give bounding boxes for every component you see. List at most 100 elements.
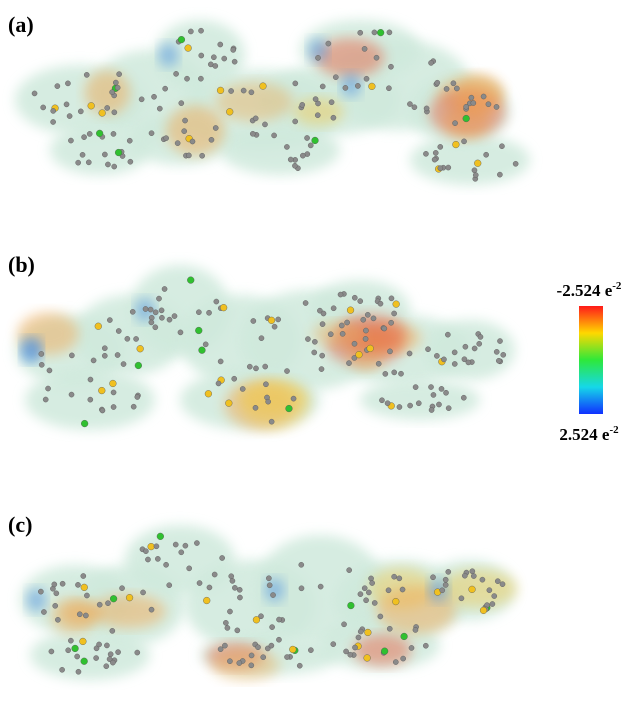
atom	[219, 555, 225, 561]
atom	[68, 137, 74, 144]
atom	[346, 360, 352, 366]
atom	[202, 341, 209, 348]
atom	[252, 115, 259, 122]
atom	[469, 568, 476, 575]
atom	[80, 573, 87, 579]
atom	[250, 131, 256, 137]
atom	[458, 595, 465, 602]
atom	[388, 295, 395, 302]
atom	[462, 114, 470, 123]
atom	[384, 400, 391, 406]
atom	[373, 54, 380, 61]
atom	[101, 352, 108, 359]
atom	[319, 352, 325, 359]
atom	[471, 167, 478, 174]
atom	[304, 135, 310, 141]
atom	[289, 645, 297, 654]
atom	[445, 569, 452, 575]
atom	[463, 103, 469, 110]
atom	[69, 352, 75, 359]
atom	[442, 576, 449, 583]
atom	[391, 310, 397, 317]
atom	[227, 608, 233, 615]
atom	[371, 29, 378, 36]
atom	[226, 108, 234, 116]
atom	[330, 641, 337, 647]
atom	[148, 606, 155, 613]
atom	[292, 80, 299, 87]
atom	[347, 601, 355, 610]
atom	[111, 163, 118, 170]
atom	[220, 304, 228, 312]
surface-blob	[360, 380, 480, 420]
atom	[311, 136, 319, 145]
atom	[262, 363, 268, 370]
atom	[298, 585, 305, 592]
atom	[65, 80, 71, 87]
atom	[86, 131, 93, 137]
atom	[499, 143, 505, 150]
atom	[114, 84, 121, 91]
atom	[222, 642, 228, 649]
atom	[386, 85, 392, 92]
atom	[248, 89, 255, 96]
atom	[85, 159, 92, 166]
atom	[74, 653, 80, 660]
atom	[130, 403, 137, 410]
surface-patch	[341, 73, 361, 97]
atom	[275, 316, 281, 323]
atom	[276, 616, 282, 623]
atom	[296, 662, 303, 669]
atom	[223, 620, 229, 626]
atom	[399, 586, 406, 593]
scale-max-text: -2.524 e	[557, 281, 613, 300]
atom	[486, 587, 493, 593]
atom	[148, 130, 155, 136]
atom	[363, 654, 371, 662]
atom	[110, 404, 117, 410]
atom	[436, 401, 442, 408]
atom	[462, 343, 469, 350]
atom	[217, 358, 224, 365]
atom	[204, 390, 212, 398]
atom	[225, 399, 233, 407]
atom	[460, 394, 467, 401]
atom	[368, 575, 374, 582]
atom	[423, 642, 429, 649]
atom	[31, 90, 38, 97]
atom	[68, 637, 74, 644]
atom	[50, 119, 56, 125]
atom	[208, 137, 215, 143]
atom	[133, 336, 139, 342]
atom	[224, 625, 231, 631]
atom	[120, 361, 127, 367]
atom	[178, 549, 185, 556]
atom	[333, 74, 339, 80]
atom	[258, 613, 264, 620]
surface-patch	[84, 70, 130, 115]
atom	[228, 88, 234, 94]
surface-patch	[211, 649, 280, 681]
atom	[221, 55, 228, 62]
atom	[260, 654, 267, 660]
atom	[184, 44, 192, 52]
atom	[428, 384, 434, 390]
atom	[104, 642, 110, 649]
atom	[94, 322, 102, 330]
atom	[327, 331, 334, 338]
atom	[98, 109, 106, 117]
atom	[319, 83, 326, 90]
atom	[195, 326, 203, 335]
atom	[355, 634, 362, 641]
atom	[140, 589, 146, 596]
atom	[240, 87, 247, 94]
atom	[166, 582, 173, 588]
atom	[113, 79, 119, 86]
panel-label: (c)	[8, 512, 32, 537]
atom	[266, 575, 272, 582]
atom	[125, 594, 134, 602]
atom	[499, 581, 506, 587]
atom	[147, 306, 154, 313]
atom	[439, 587, 446, 594]
atom	[430, 392, 437, 398]
